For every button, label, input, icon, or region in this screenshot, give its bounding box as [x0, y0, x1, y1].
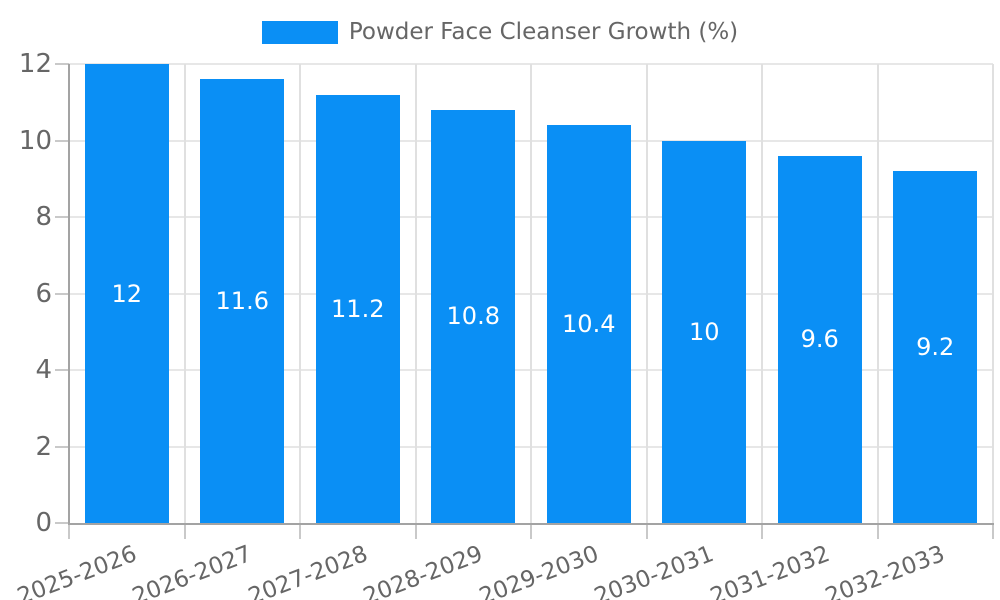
- bar-value-label: 11.6: [215, 287, 269, 316]
- y-tick-label: 4: [35, 355, 52, 385]
- x-tick-label: 2026-2027: [129, 541, 256, 600]
- bar-value-label: 10.8: [446, 302, 500, 331]
- bar[interactable]: 11.2: [315, 94, 400, 523]
- bar[interactable]: 11.6: [200, 79, 285, 523]
- y-axis-tick: [55, 292, 69, 295]
- bar[interactable]: 10.4: [546, 125, 631, 523]
- v-gridline: [414, 64, 417, 523]
- x-axis-tick: [414, 525, 417, 539]
- bar-value-label: 10: [688, 317, 720, 346]
- bar[interactable]: 10: [662, 140, 747, 523]
- x-axis-tick: [530, 525, 532, 539]
- bar-value-label: 9.6: [800, 325, 839, 354]
- y-tick-label: 12: [18, 49, 52, 79]
- v-gridline: [530, 64, 532, 523]
- bar[interactable]: 10.8: [431, 109, 516, 523]
- x-axis-tick: [876, 525, 879, 539]
- y-tick-label: 2: [35, 431, 52, 462]
- x-axis-tick: [992, 525, 994, 539]
- axis-lines: [68, 64, 994, 525]
- bar[interactable]: 9.2: [893, 171, 978, 523]
- v-gridline: [876, 64, 879, 523]
- v-gridline: [645, 64, 648, 523]
- y-axis-tick: [55, 63, 69, 65]
- bar-value-label: 12: [111, 279, 143, 308]
- legend[interactable]: Powder Face Cleanser Growth (%): [0, 20, 1000, 45]
- x-axis-tick: [299, 525, 301, 539]
- x-tick-label: 2030-2031: [591, 541, 718, 600]
- bar[interactable]: 9.6: [777, 155, 862, 523]
- x-tick-label: 2027-2028: [244, 541, 372, 600]
- y-tick-label: 10: [18, 125, 52, 156]
- y-tick-label: 6: [35, 278, 52, 309]
- y-tick-label: 0: [35, 508, 52, 538]
- y-axis-tick: [55, 216, 69, 218]
- x-tick-label: 2032-2033: [822, 541, 949, 600]
- legend-swatch-icon: [261, 21, 338, 44]
- v-gridline: [761, 64, 763, 523]
- bar-value-label: 9.2: [916, 333, 955, 362]
- x-tick-label: 2031-2032: [706, 541, 834, 600]
- y-axis-tick: [55, 369, 69, 371]
- bar-value-label: 10.4: [562, 310, 616, 339]
- x-tick-label: 2025-2026: [13, 541, 141, 600]
- y-axis-tick: [55, 445, 69, 448]
- v-gridline: [183, 64, 186, 523]
- x-axis-tick: [645, 525, 648, 539]
- v-gridline: [299, 64, 301, 523]
- x-axis-tick: [761, 525, 763, 539]
- x-tick-label: 2029-2030: [475, 541, 603, 600]
- v-gridline: [992, 64, 994, 523]
- y-axis-tick: [55, 139, 69, 142]
- x-tick-label: 2028-2029: [360, 541, 487, 600]
- bar-value-label: 11.2: [331, 294, 385, 323]
- y-axis-tick: [55, 522, 69, 524]
- x-axis-tick: [68, 525, 70, 539]
- y-tick-label: 8: [35, 202, 52, 232]
- legend-label: Powder Face Cleanser Growth (%): [348, 19, 739, 45]
- x-axis-tick: [183, 525, 186, 539]
- bar[interactable]: 12: [84, 64, 169, 523]
